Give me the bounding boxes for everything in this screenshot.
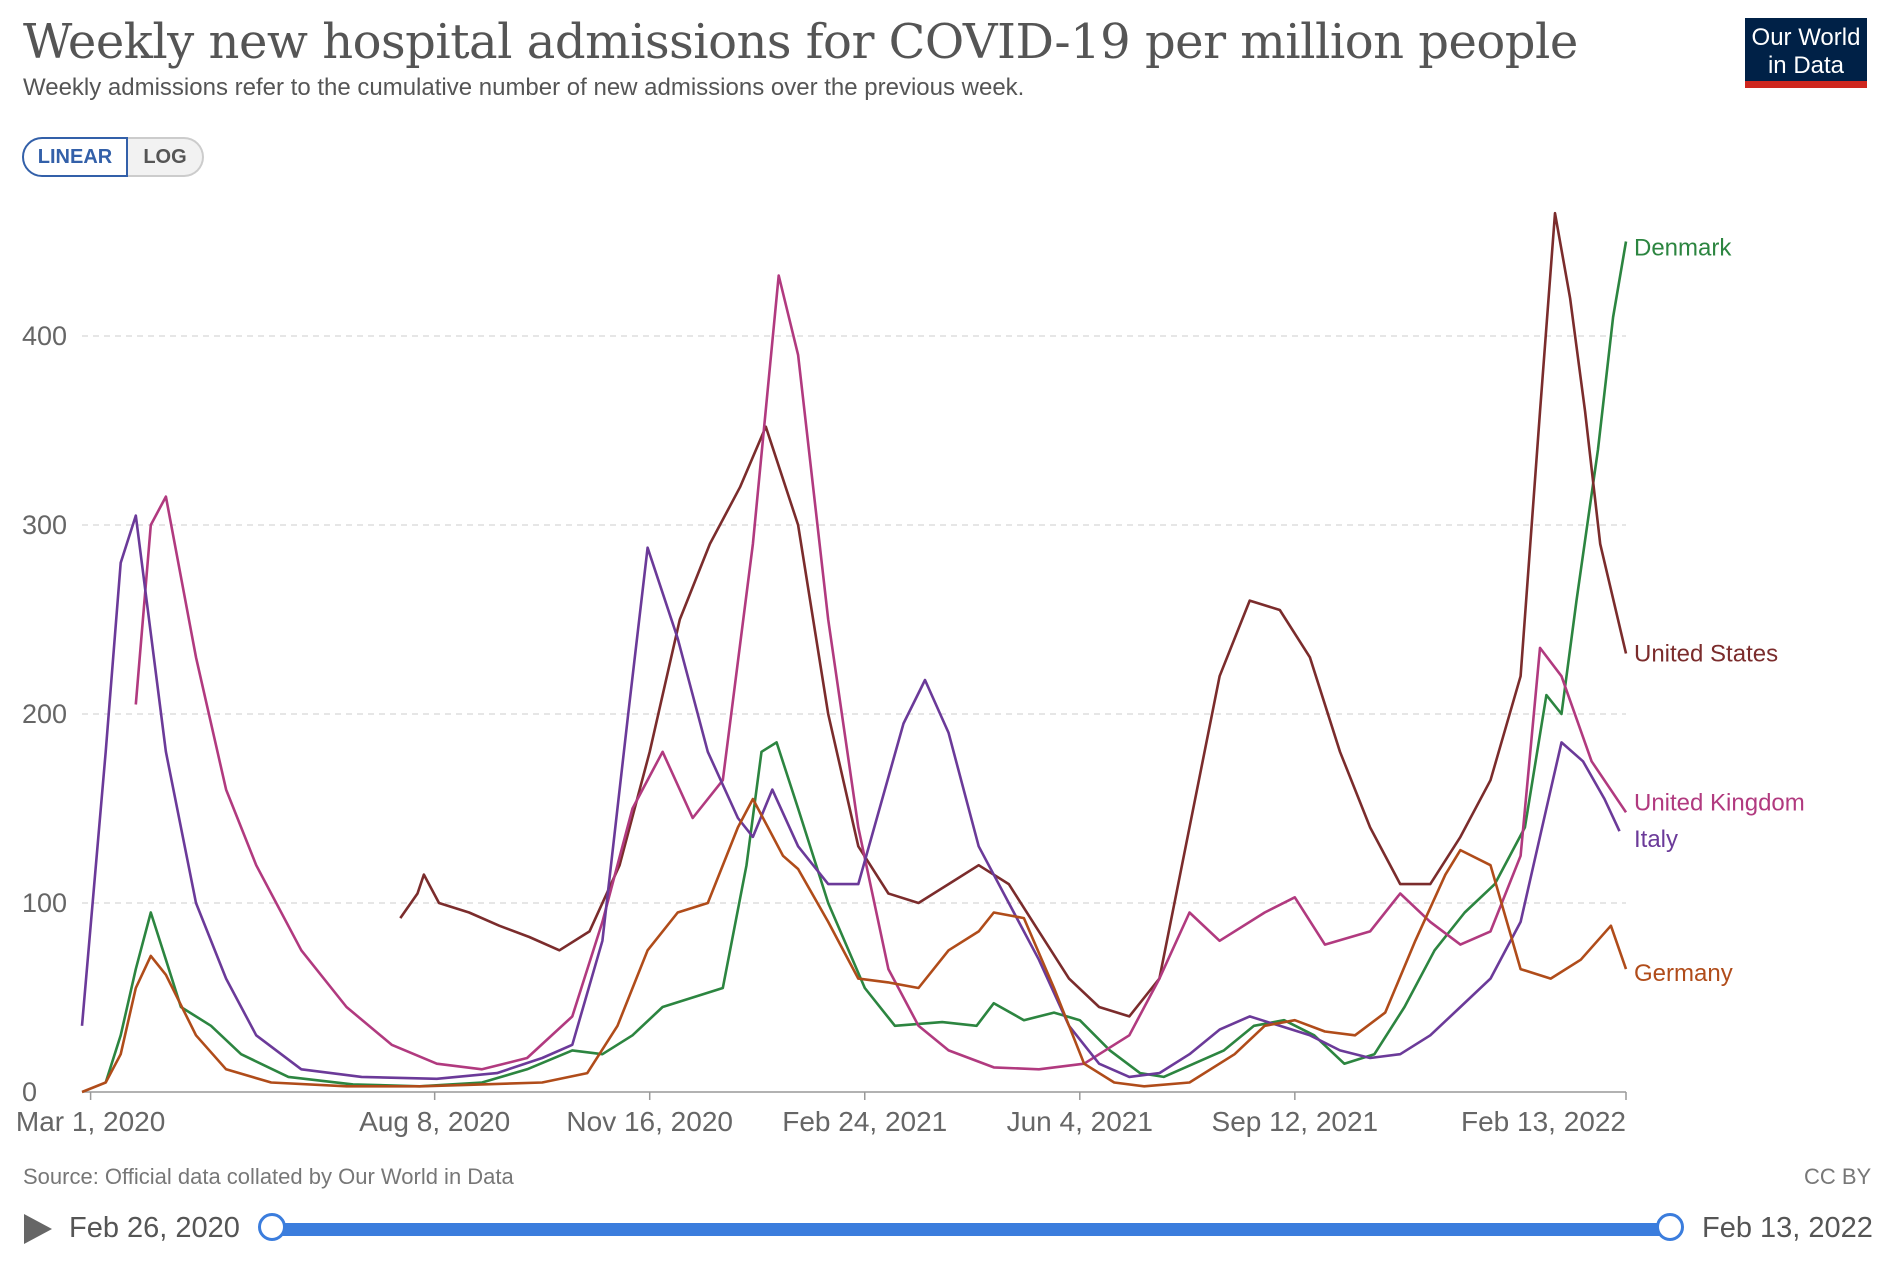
owid-logo[interactable]: Our World in Data [1745,18,1867,88]
series-line-united-kingdom [134,274,1628,1071]
timeline-end-handle[interactable] [1656,1213,1684,1241]
series-label-united-states: United States [1634,641,1778,668]
x-tick-label: Aug 8, 2020 [359,1106,510,1137]
chart-subtitle: Weekly admissions refer to the cumulativ… [23,74,1025,101]
timeline-end-label: Feb 13, 2022 [1702,1212,1873,1244]
series-label-germany: Germany [1634,960,1733,987]
series-label-united-kingdom: United Kingdom [1634,790,1805,817]
timeline-track[interactable] [271,1223,1671,1236]
series-line-italy [80,514,1621,1081]
log-scale-button[interactable]: LOG [128,137,204,177]
series-line-denmark [104,241,1628,1088]
x-tick-label: Sep 12, 2021 [1212,1106,1379,1137]
y-tick-label: 300 [22,510,67,540]
line-chart: 0 100 200 300 400 Mar 1, 2020 Aug 8, 2020 Nov 1… [16,211,1805,1137]
x-tick-label: Jun 4, 2021 [1007,1106,1153,1137]
series-label-italy: Italy [1634,826,1678,853]
series-label-denmark: Denmark [1634,234,1732,261]
license-link[interactable]: CC BY [1804,1164,1872,1189]
timeline-start-handle[interactable] [258,1213,286,1241]
x-tick-label: Mar 1, 2020 [16,1106,165,1137]
series-line-germany [81,797,1628,1094]
play-icon[interactable] [24,1214,52,1244]
logo-line-1: Our World [1751,24,1861,51]
chart-title: Weekly new hospital admissions for COVID… [23,14,1578,70]
x-tick-label: Nov 16, 2020 [566,1106,733,1137]
y-tick-label: 200 [22,699,67,729]
logo-accent-bar [1745,81,1867,88]
x-tick-label: Feb 24, 2021 [782,1106,947,1137]
y-tick-label: 100 [22,888,67,918]
source-note: Source: Official data collated by Our Wo… [23,1164,514,1189]
linear-scale-button[interactable]: LINEAR [22,137,128,177]
x-tick-label: Feb 13, 2022 [1461,1106,1626,1137]
series-line-united-states [399,211,1628,1018]
timeline-start-label: Feb 26, 2020 [69,1212,240,1244]
y-tick-label: 0 [22,1077,37,1107]
y-tick-label: 400 [22,321,67,351]
logo-line-2: in Data [1767,52,1845,79]
scale-toggle: LINEAR LOG [22,137,204,177]
